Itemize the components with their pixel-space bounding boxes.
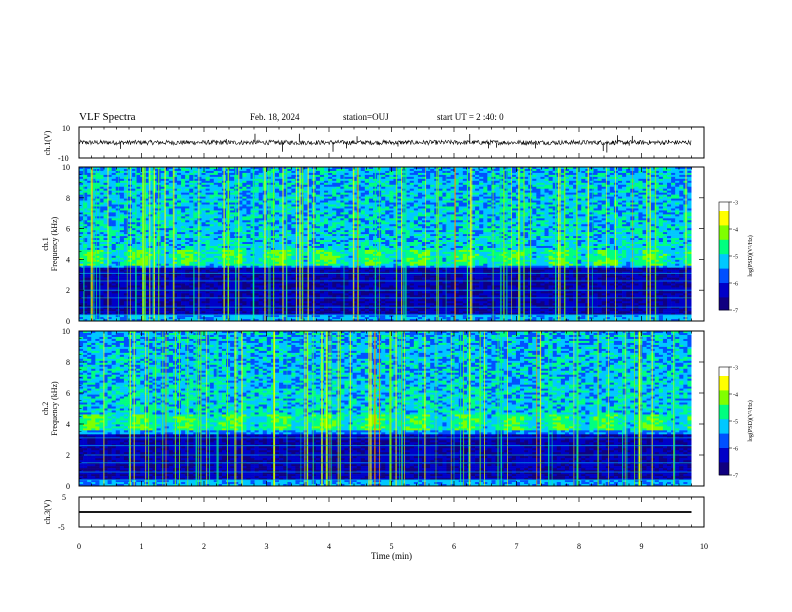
ch1-spectrogram-colorbar: [719, 202, 732, 310]
x-tick-label: 9: [640, 542, 644, 551]
ch2-spectrogram-colorbar-tick: -4: [733, 393, 738, 399]
x-tick-label: 6: [452, 542, 456, 551]
ch1-spectrogram-ytick: 6: [66, 225, 70, 234]
ch1-spectrogram-ylabel-frequency: Frequency (kHz): [50, 216, 59, 271]
x-tick-label: 0: [77, 542, 81, 551]
ch1-spectrogram-ytick: 0: [66, 317, 70, 326]
ch2-spectrogram-ytick: 0: [66, 482, 70, 491]
ch2-spectrogram-ytick: 2: [66, 451, 70, 460]
ch1-spectrogram-colorbar-label: log(PSD)(V²/Hz): [747, 235, 754, 276]
x-tick-label: 2: [202, 542, 206, 551]
ch1-spectrogram-colorbar-tick: -3: [733, 201, 738, 207]
x-tick-label: 5: [390, 542, 394, 551]
ch2-spectrogram-ytick: 6: [66, 389, 70, 398]
ch2-spectrogram-colorbar-tick: -7: [733, 474, 738, 480]
ch2-spectrogram-colorbar-tick: -6: [733, 447, 738, 453]
ch2-spectrogram-ylabel-channel: ch.2: [41, 402, 50, 416]
ch2-spectrogram-colorbar-tick: -3: [733, 366, 738, 372]
ch3-ylabel: ch.3(V): [43, 499, 52, 524]
ch1-ytick-top: 10: [62, 124, 70, 133]
ch3-ytick-bottom: -5: [58, 523, 65, 532]
ch1-spectrogram-colorbar-tick: -4: [733, 228, 738, 234]
ch1-spectrogram-ytick: 8: [66, 194, 70, 203]
x-tick-label: 10: [700, 542, 708, 551]
ch1-spectrogram-ytick: 10: [62, 163, 70, 172]
ch3-ytick-top: 5: [62, 493, 66, 502]
ch2-spectrogram-ytick: 4: [66, 420, 70, 429]
ch1-ytick-bottom: -10: [58, 154, 69, 163]
x-tick-label: 8: [577, 542, 581, 551]
ch2-spectrogram-colorbar-tick: -5: [733, 420, 738, 426]
x-tick-label: 1: [140, 542, 144, 551]
ch1-ylabel: ch.1(V): [43, 130, 52, 155]
ch2-spectrogram-heatmap: [79, 331, 704, 486]
ch1-spectrogram-heatmap: [79, 167, 704, 321]
ch1-spectrogram-colorbar-tick: -7: [733, 309, 738, 315]
x-tick-label: 7: [515, 542, 519, 551]
ch1-spectrogram-ytick: 2: [66, 286, 70, 295]
ch2-spectrogram-colorbar: [719, 367, 732, 475]
ch2-spectrogram-colorbar-label: log(PSD)(V²/Hz): [747, 400, 754, 441]
ch1-spectrogram-colorbar-tick: -6: [733, 282, 738, 288]
ch2-spectrogram-ytick: 10: [62, 327, 70, 336]
x-tick-label: 3: [265, 542, 269, 551]
ch2-spectrogram-ylabel-frequency: Frequency (kHz): [50, 381, 59, 436]
x-axis-label: Time (min): [371, 551, 412, 561]
x-tick-label: 4: [327, 542, 331, 551]
ch1-spectrogram-colorbar-tick: -5: [733, 255, 738, 261]
ch1-spectrogram-ylabel-channel: ch.1: [41, 237, 50, 251]
ch1-spectrogram-ytick: 4: [66, 255, 70, 264]
ch3-waveform-line: [79, 511, 692, 513]
ch2-spectrogram-ytick: 8: [66, 358, 70, 367]
